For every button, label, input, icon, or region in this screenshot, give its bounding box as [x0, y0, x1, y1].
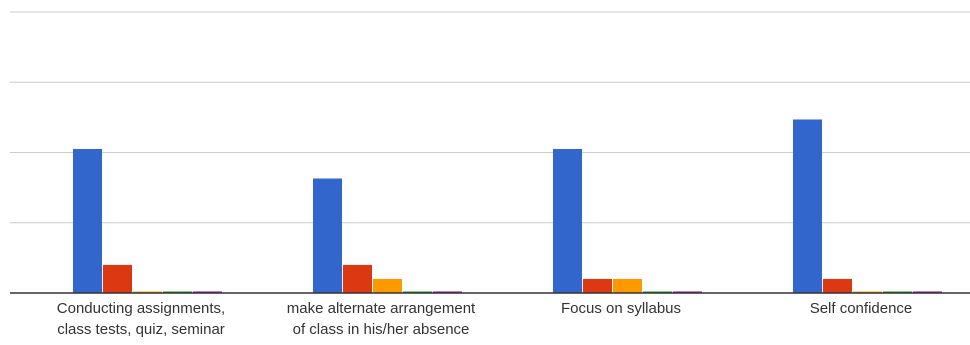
bar-series-0-category-1	[313, 178, 342, 293]
category-label-1: make alternate arrangement of class in hi…	[287, 300, 476, 338]
bar-series-0-category-3	[793, 119, 822, 293]
bar-series-1-category-1	[343, 264, 372, 293]
bars	[73, 119, 942, 293]
category-label-line: Self confidence	[810, 300, 913, 317]
bar-series-1-category-2	[583, 278, 612, 293]
category-label-line: Conducting assignments,	[57, 300, 225, 317]
bar-series-2-category-2	[613, 278, 642, 293]
category-labels: Conducting assignments, class tests, quiz…	[57, 300, 913, 338]
category-label-line: Focus on syllabus	[561, 300, 681, 317]
bar-series-0-category-2	[553, 148, 582, 293]
bar-series-1-category-3	[823, 278, 852, 293]
category-label-0: Conducting assignments, class tests, quiz…	[57, 300, 225, 338]
bar-series-2-category-1	[373, 278, 402, 293]
bar-series-1-category-0	[103, 264, 132, 293]
category-label-line: make alternate arrangement	[287, 300, 476, 317]
category-label-3: Self confidence	[810, 300, 913, 317]
category-label-line: of class in his/her absence	[293, 321, 470, 338]
bar-series-0-category-0	[73, 148, 102, 293]
category-label-2: Focus on syllabus	[561, 300, 681, 317]
gridlines	[10, 11, 970, 224]
category-label-line: class tests, quiz, seminar	[57, 321, 225, 338]
